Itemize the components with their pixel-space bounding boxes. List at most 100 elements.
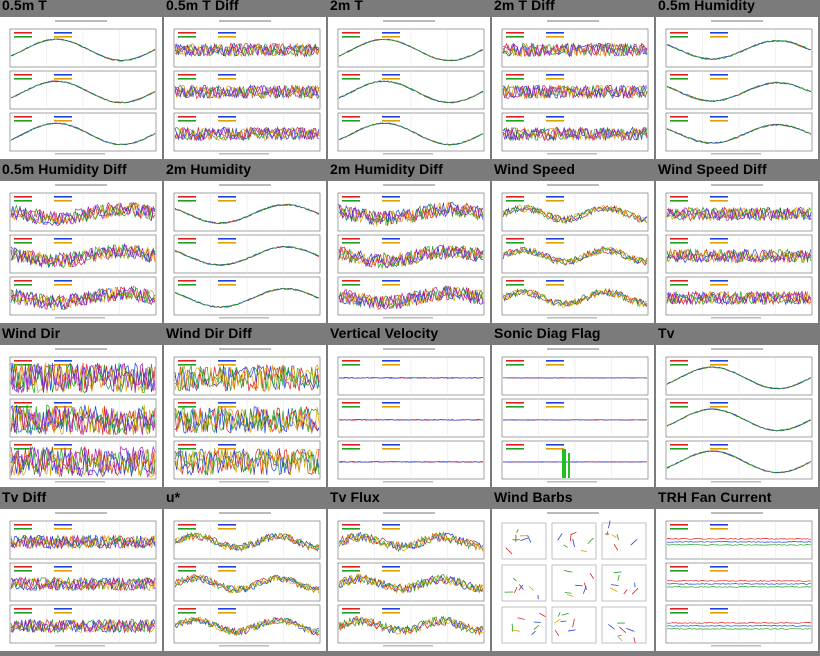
plot-heading-mark (383, 348, 435, 350)
plot-heading-mark (711, 184, 763, 186)
series-line (666, 290, 812, 306)
wind-barb (554, 629, 560, 636)
legend-entry (14, 528, 32, 530)
legend-entry (506, 444, 524, 446)
legend-entry (54, 32, 72, 34)
series-line (174, 364, 320, 392)
series-line (666, 622, 812, 624)
plot-thumbnail-link[interactable] (0, 345, 162, 487)
legend-entry (342, 242, 360, 244)
plot-thumbnail-link[interactable] (164, 345, 326, 487)
legend-entry (54, 242, 72, 244)
legend-entry (670, 528, 688, 530)
legend-entry (14, 402, 32, 404)
plot-thumbnail-link[interactable] (328, 345, 490, 487)
legend-entry (342, 78, 360, 80)
series-line (502, 287, 648, 309)
plot-thumbnail-image (337, 184, 485, 319)
legend-entry (14, 360, 32, 362)
series-line (338, 531, 484, 551)
series-line (338, 461, 484, 463)
plot-tile-title: Wind Dir (2, 325, 61, 341)
legend-entry (178, 36, 196, 38)
series-line (338, 285, 484, 310)
series-line (338, 244, 484, 268)
plot-thumbnail-link[interactable] (656, 17, 818, 159)
series-line (174, 365, 320, 392)
series-line (666, 583, 812, 585)
wind-barb (587, 537, 594, 545)
legend-entry (506, 238, 524, 240)
plot-thumbnail-image (173, 348, 321, 483)
legend-entry (178, 196, 196, 198)
legend-entry (546, 36, 564, 38)
plot-thumbnail-link[interactable] (328, 181, 490, 323)
plot-thumbnail-link[interactable] (492, 181, 654, 323)
legend-entry (342, 200, 360, 202)
plot-tile-title: 0.5m Humidity Diff (2, 161, 127, 177)
plot-thumbnail-link[interactable] (492, 509, 654, 651)
legend-entry (506, 360, 524, 362)
series-line (502, 203, 648, 224)
legend-entry (670, 242, 688, 244)
legend-entry (342, 402, 360, 404)
wind-barb (617, 634, 622, 637)
series-line (502, 42, 648, 57)
legend-entry (546, 402, 564, 404)
plot-thumbnail-link[interactable] (328, 17, 490, 159)
legend-entry (178, 360, 196, 362)
wind-barb (519, 584, 524, 590)
legend-entry (342, 32, 360, 34)
plot-thumbnail-link[interactable] (0, 181, 162, 323)
legend-entry (14, 570, 32, 572)
legend-entry (710, 242, 728, 244)
series-line (338, 532, 484, 552)
legend-entry (382, 444, 400, 446)
series-line (10, 618, 156, 634)
series-line (666, 40, 812, 60)
plot-thumbnail-link[interactable] (656, 509, 818, 651)
plot-thumbnail-link[interactable] (164, 181, 326, 323)
plot-thumbnail-link[interactable] (656, 181, 818, 323)
plot-thumbnail-link[interactable] (0, 509, 162, 651)
legend-entry (670, 406, 688, 408)
plot-thumbnail-link[interactable] (656, 345, 818, 487)
legend-entry (506, 242, 524, 244)
legend-entry (342, 444, 360, 446)
legend-entry (218, 570, 236, 572)
legend-entry (546, 406, 564, 408)
series-line (338, 574, 484, 595)
plot-thumbnail-link[interactable] (492, 17, 654, 159)
wind-barb (610, 584, 619, 586)
legend-entry (710, 364, 728, 366)
wind-barb (527, 535, 532, 543)
plot-tile-title: 0.5m T (2, 0, 47, 13)
wind-barb (631, 587, 639, 595)
legend-entry (54, 200, 72, 202)
plot-tile: 0.5m Humidity Diff (0, 161, 162, 326)
legend-entry (670, 444, 688, 446)
plot-heading-mark (55, 348, 107, 350)
plot-thumbnail-link[interactable] (0, 17, 162, 159)
series-line (174, 450, 320, 476)
legend-entry (710, 402, 728, 404)
wind-barb (563, 544, 568, 548)
legend-entry (382, 448, 400, 450)
plot-thumbnail-link[interactable] (328, 509, 490, 651)
series-line (338, 377, 483, 379)
legend-entry (670, 402, 688, 404)
series-line (502, 126, 648, 142)
series-line (666, 81, 812, 102)
plot-thumbnail-link[interactable] (164, 509, 326, 651)
legend-entry (710, 444, 728, 446)
plot-thumbnail-image (501, 512, 647, 644)
plot-thumbnail-link[interactable] (164, 17, 326, 159)
legend-entry (14, 280, 32, 282)
plot-thumbnail-link[interactable] (492, 345, 654, 487)
legend-entry (710, 78, 728, 80)
footer-mark (55, 481, 105, 483)
legend-entry (342, 280, 360, 282)
plot-heading-mark (219, 20, 271, 22)
plot-thumbnail-image (665, 512, 813, 647)
legend-entry (710, 612, 728, 614)
